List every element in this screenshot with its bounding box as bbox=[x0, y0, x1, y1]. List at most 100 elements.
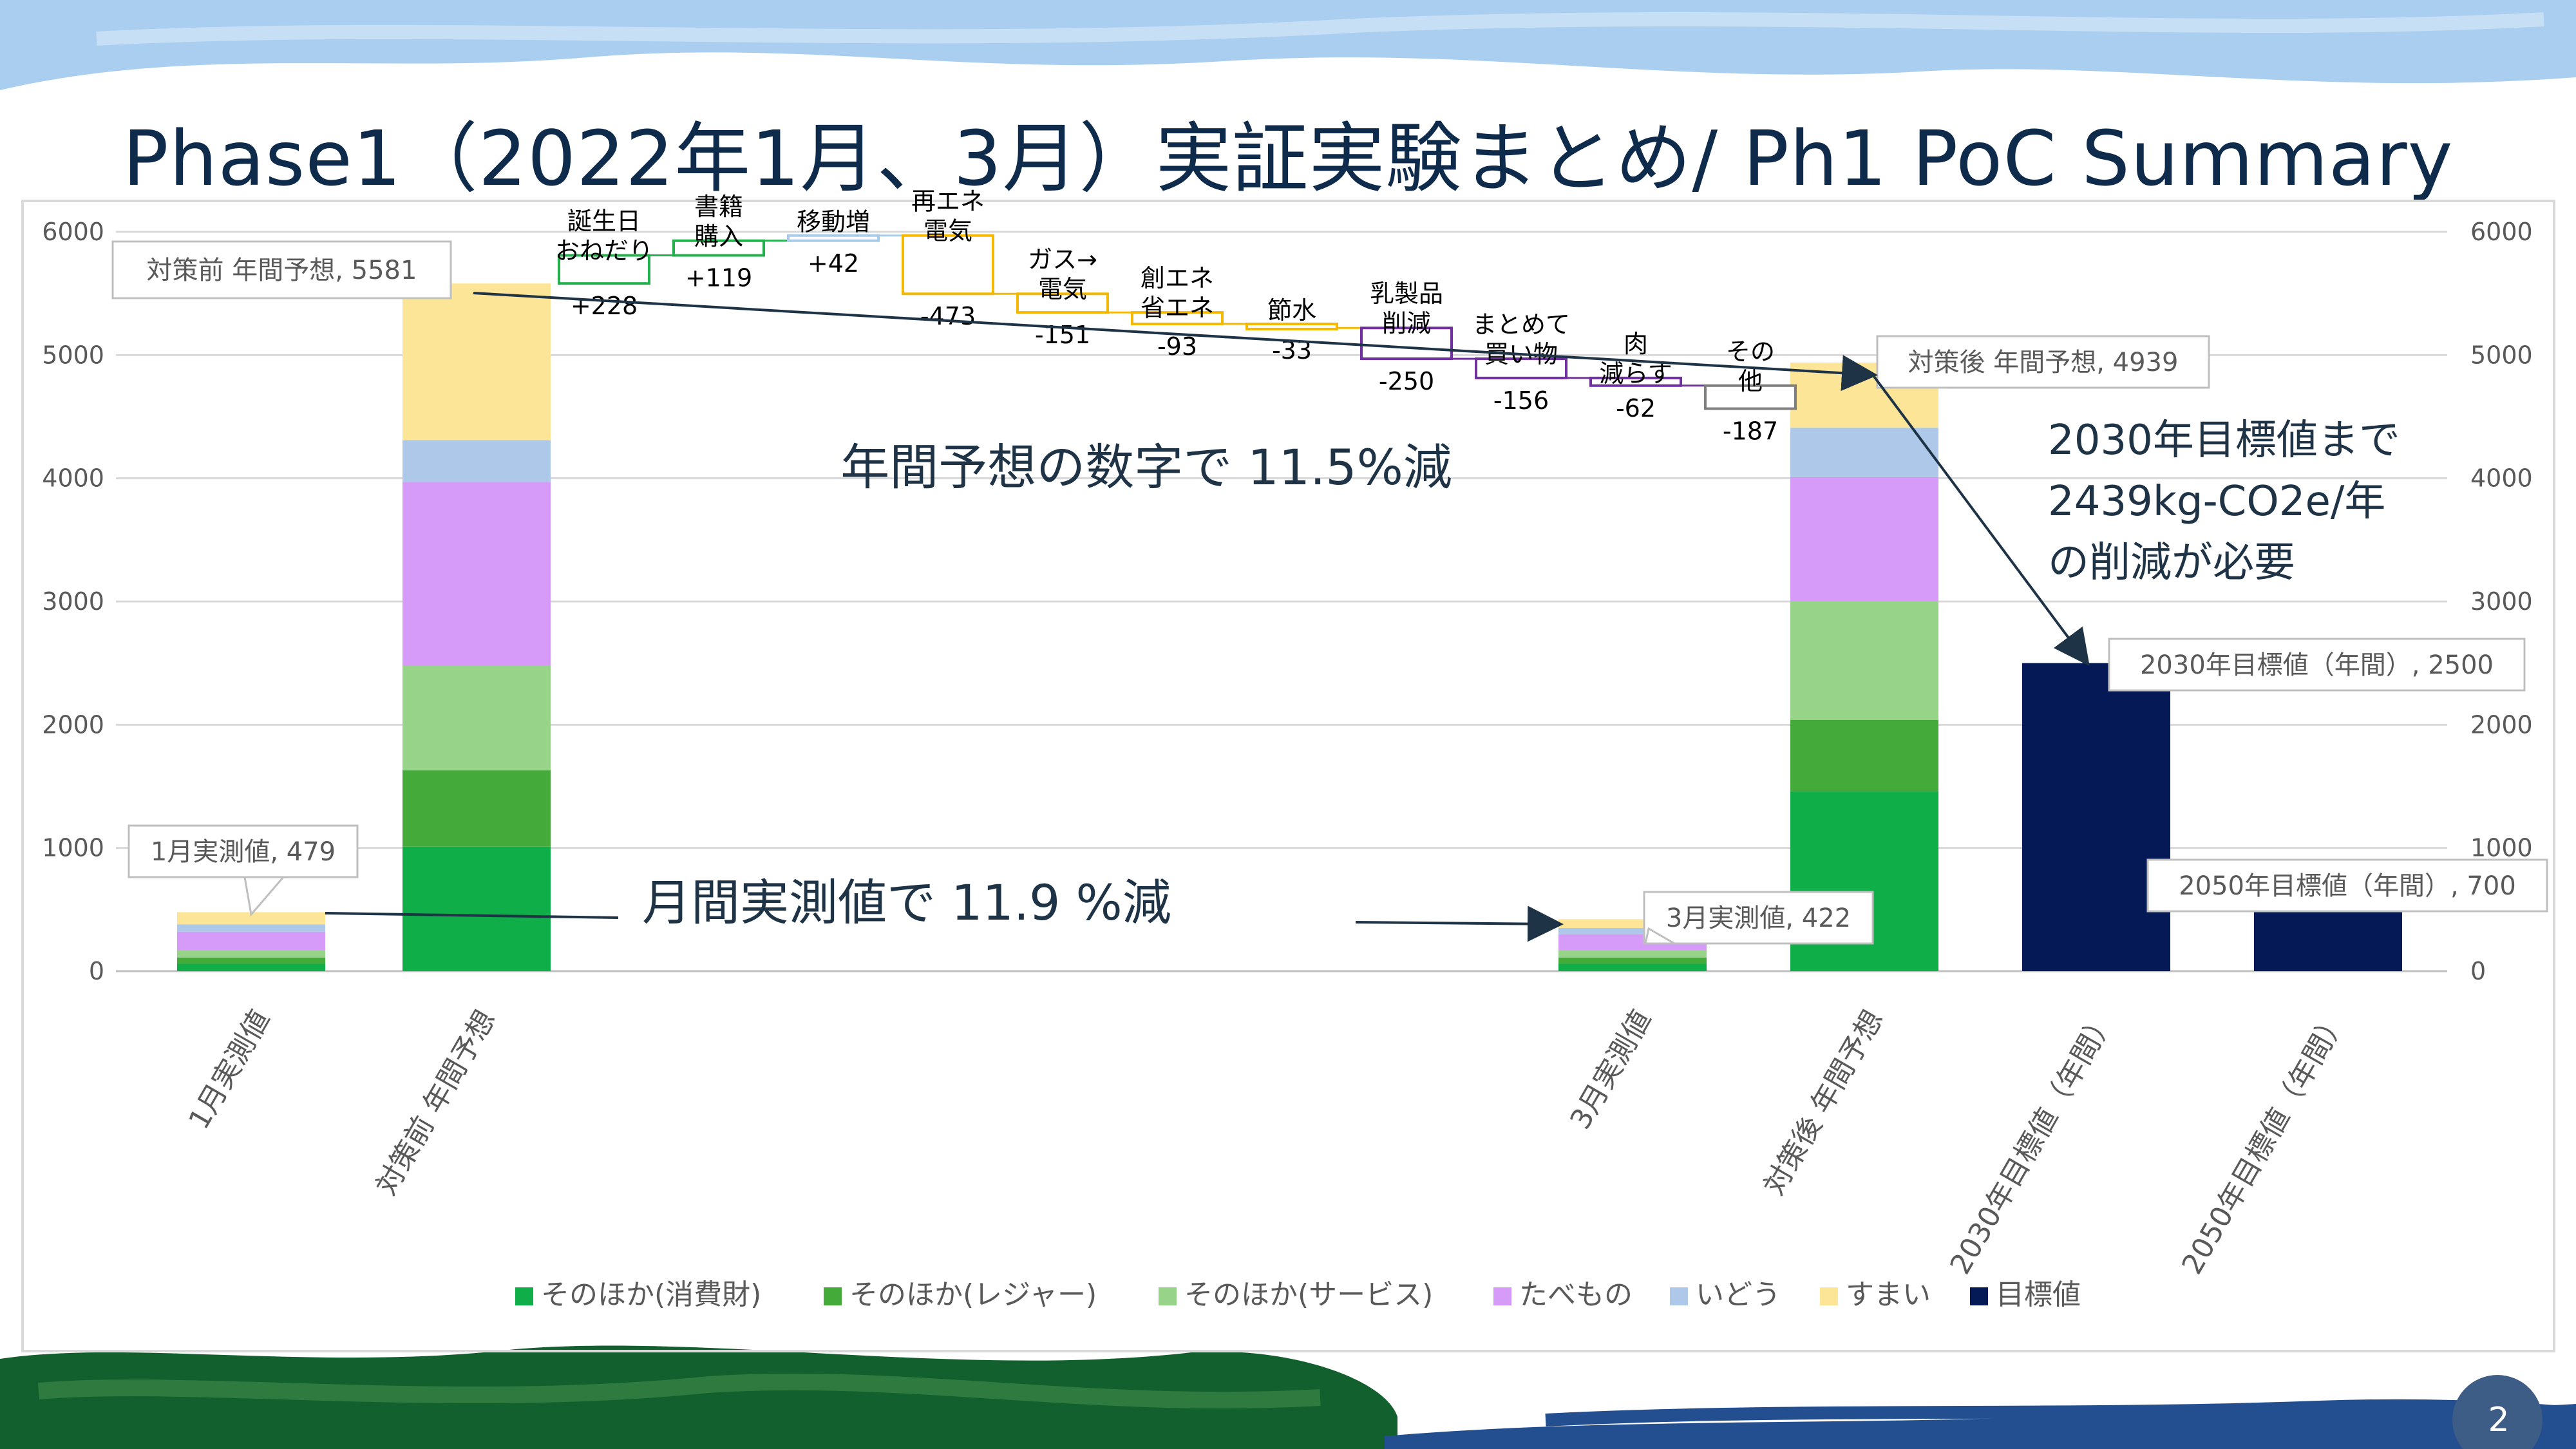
legend-label: たべもの bbox=[1519, 1278, 1633, 1311]
waterfall-label: その bbox=[1726, 337, 1775, 366]
data-label-box bbox=[111, 240, 452, 299]
waterfall-label: 乳製品 bbox=[1370, 279, 1443, 308]
bar-segment bbox=[1558, 963, 1707, 971]
x-category-label: 対策後 年間予想 bbox=[1757, 1005, 1889, 1200]
bar-segment bbox=[402, 283, 551, 440]
data-label: 2050年目標値（年間）, 700 bbox=[2179, 871, 2516, 901]
target-gap-arrow bbox=[1871, 374, 2090, 667]
bar-segment bbox=[402, 770, 551, 847]
y-tick-label-right: 6000 bbox=[2470, 218, 2533, 246]
waterfall-label: 電気 bbox=[923, 217, 972, 245]
bar-segment bbox=[1790, 428, 1938, 477]
required-reduction-line-3: の削減が必要 bbox=[2048, 539, 2295, 587]
waterfall-label: 省エネ bbox=[1141, 294, 1214, 322]
waterfall-value: +119 bbox=[685, 264, 752, 292]
legend-swatch bbox=[1970, 1287, 1988, 1305]
legend-swatch bbox=[1159, 1287, 1177, 1305]
monthly-arrow bbox=[1355, 905, 1564, 942]
bar-segment bbox=[1790, 601, 1938, 720]
page-number: 2 bbox=[2488, 1401, 2510, 1439]
y-tick-label-left: 3000 bbox=[42, 587, 104, 616]
y-tick-label-right: 5000 bbox=[2470, 341, 2533, 369]
waterfall-label: 節水 bbox=[1267, 296, 1316, 325]
waterfall-label: 再エネ bbox=[911, 187, 985, 216]
label-pointer bbox=[1644, 927, 1678, 945]
data-label: 3月実測値, 422 bbox=[1666, 904, 1851, 933]
waterfall-value: +42 bbox=[808, 249, 859, 278]
bar-segment bbox=[177, 931, 325, 951]
y-tick-label-left: 5000 bbox=[42, 341, 104, 369]
waterfall-value: -187 bbox=[1723, 417, 1778, 446]
waterfall-label: まとめて bbox=[1472, 310, 1570, 339]
waterfall-step bbox=[558, 254, 650, 285]
waterfall-value: -156 bbox=[1493, 386, 1549, 415]
data-label-box bbox=[1876, 335, 2210, 389]
legend-label: すまい bbox=[1846, 1278, 1931, 1311]
bar-segment bbox=[1558, 928, 1707, 934]
x-category-label: 対策前 年間予想 bbox=[370, 1005, 502, 1200]
y-tick-label-right: 4000 bbox=[2470, 464, 2533, 493]
bar-segment bbox=[1558, 950, 1707, 958]
legend-swatch bbox=[1670, 1287, 1688, 1305]
bar-segment bbox=[402, 665, 551, 771]
annual-trend-arrow bbox=[473, 292, 1878, 392]
waterfall-label: 削減 bbox=[1382, 309, 1431, 337]
data-label-box bbox=[1643, 891, 1874, 945]
legend-label: そのほか(サービス) bbox=[1184, 1278, 1433, 1311]
legend-swatch bbox=[824, 1287, 842, 1305]
waterfall-step bbox=[1589, 376, 1682, 387]
monthly-line bbox=[325, 912, 619, 919]
x-category-label: 3月実測値 bbox=[1564, 1005, 1658, 1135]
legend-label: 目標値 bbox=[1996, 1278, 2081, 1311]
bar-segment bbox=[402, 440, 551, 482]
y-tick-label-left: 1000 bbox=[42, 834, 104, 862]
bar-segment bbox=[177, 963, 325, 971]
waterfall-value: -250 bbox=[1379, 367, 1434, 395]
y-tick-label-left: 2000 bbox=[42, 710, 104, 739]
bar-segment bbox=[402, 482, 551, 666]
label-pointer bbox=[243, 876, 286, 917]
y-tick-label-right: 2000 bbox=[2470, 710, 2533, 739]
data-label: 対策後 年間予想, 4939 bbox=[1908, 348, 2179, 377]
bar-segment bbox=[402, 846, 551, 971]
chart-frame bbox=[21, 200, 2555, 1352]
required-reduction-line-2: 2439kg-CO2e/年 bbox=[2048, 478, 2385, 526]
x-category-label: 2050年目標値（年間） bbox=[2175, 1005, 2353, 1280]
legend-label: いどう bbox=[1696, 1278, 1781, 1311]
legend-swatch bbox=[1493, 1287, 1511, 1305]
y-tick-label-right: 0 bbox=[2470, 957, 2486, 985]
waterfall-label: 電気 bbox=[1038, 275, 1087, 303]
x-category-label: 1月実測値 bbox=[182, 1005, 276, 1135]
y-tick-label-left: 4000 bbox=[42, 464, 104, 493]
y-tick-label-right: 1000 bbox=[2470, 834, 2533, 862]
data-label-box bbox=[2108, 638, 2526, 692]
bar-segment bbox=[177, 950, 325, 958]
legend-label: そのほか(消費財) bbox=[541, 1278, 761, 1311]
waterfall-step bbox=[1016, 292, 1109, 314]
data-label: 2030年目標値（年間）, 2500 bbox=[2140, 650, 2494, 680]
bar-segment bbox=[177, 957, 325, 964]
waterfall-label: 肉 bbox=[1624, 330, 1648, 358]
waterfall-step bbox=[672, 239, 765, 257]
waterfall-value: -93 bbox=[1157, 332, 1197, 361]
bar-segment bbox=[177, 912, 325, 925]
y-tick-label-left: 6000 bbox=[42, 218, 104, 246]
data-label: 1月実測値, 479 bbox=[151, 837, 336, 867]
waterfall-label: 減らす bbox=[1599, 359, 1672, 388]
waterfall-label: 誕生日 bbox=[567, 207, 641, 236]
x-category-label: 2030年目標値（年間） bbox=[1944, 1005, 2121, 1280]
waterfall-step bbox=[1245, 322, 1338, 330]
waterfall-value: +228 bbox=[571, 292, 638, 320]
bar-segment bbox=[1790, 477, 1938, 601]
waterfall-step bbox=[1475, 357, 1567, 379]
bar-segment bbox=[1558, 957, 1707, 964]
waterfall-step bbox=[902, 234, 994, 296]
slide-title: Phase1（2022年1月、3月）実証実験まとめ/ Ph1 PoC Summa… bbox=[122, 114, 2454, 203]
waterfall-label: 他 bbox=[1738, 367, 1763, 395]
waterfall-step bbox=[1360, 327, 1453, 361]
waterfall-value: -62 bbox=[1616, 394, 1656, 422]
y-tick-label-left: 0 bbox=[89, 957, 104, 985]
data-label: 対策前 年間予想, 5581 bbox=[147, 256, 417, 285]
